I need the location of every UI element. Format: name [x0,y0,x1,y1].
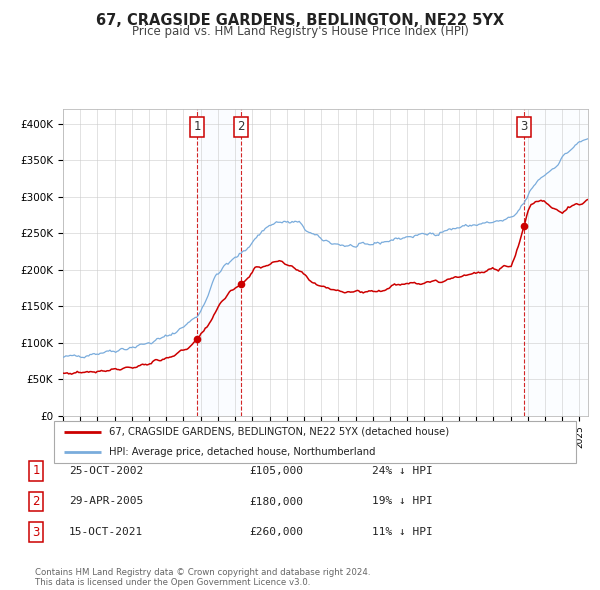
Text: 15-OCT-2021: 15-OCT-2021 [69,527,143,537]
Bar [524,109,588,416]
Text: 1: 1 [32,464,40,477]
Text: 25-OCT-2002: 25-OCT-2002 [69,466,143,476]
Text: 2: 2 [32,495,40,508]
Text: Contains HM Land Registry data © Crown copyright and database right 2024.
This d: Contains HM Land Registry data © Crown c… [35,568,370,587]
Text: 3: 3 [520,120,528,133]
Text: HPI: Average price, detached house, Northumberland: HPI: Average price, detached house, Nort… [109,447,376,457]
Text: 2: 2 [237,120,245,133]
Text: 67, CRAGSIDE GARDENS, BEDLINGTON, NE22 5YX (detached house): 67, CRAGSIDE GARDENS, BEDLINGTON, NE22 5… [109,427,449,437]
Text: 29-APR-2005: 29-APR-2005 [69,497,143,506]
Text: 1: 1 [194,120,201,133]
Text: £180,000: £180,000 [249,497,303,506]
Text: Price paid vs. HM Land Registry's House Price Index (HPI): Price paid vs. HM Land Registry's House … [131,25,469,38]
Text: £260,000: £260,000 [249,527,303,537]
Text: 24% ↓ HPI: 24% ↓ HPI [372,466,433,476]
Text: 67, CRAGSIDE GARDENS, BEDLINGTON, NE22 5YX: 67, CRAGSIDE GARDENS, BEDLINGTON, NE22 5… [96,13,504,28]
Text: £105,000: £105,000 [249,466,303,476]
Bar [197,109,241,416]
Text: 11% ↓ HPI: 11% ↓ HPI [372,527,433,537]
Text: 19% ↓ HPI: 19% ↓ HPI [372,497,433,506]
FancyBboxPatch shape [54,421,576,463]
Text: 3: 3 [32,526,40,539]
